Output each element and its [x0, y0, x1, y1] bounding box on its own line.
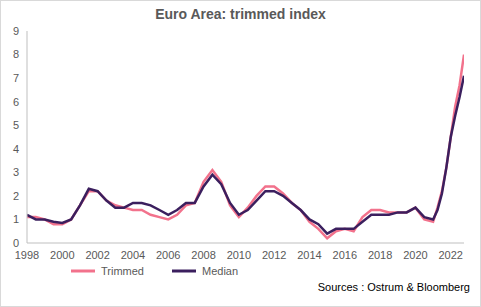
svg-text:2014: 2014	[297, 249, 321, 261]
svg-text:2004: 2004	[121, 249, 145, 261]
svg-text:2002: 2002	[85, 249, 109, 261]
svg-text:2022: 2022	[439, 249, 463, 261]
html-text:Euro Area: trimmed index: Euro Area: trimmed index	[155, 6, 326, 22]
svg-text:2010: 2010	[227, 249, 251, 261]
svg-text:8: 8	[13, 48, 19, 60]
svg-text:2000: 2000	[50, 249, 74, 261]
html-text:Trimmed: Trimmed	[101, 265, 144, 277]
svg-text:0: 0	[13, 237, 19, 249]
svg-text:2012: 2012	[262, 249, 286, 261]
svg-text:1998: 1998	[15, 249, 39, 261]
svg-text:2020: 2020	[403, 249, 427, 261]
svg-text:2006: 2006	[156, 249, 180, 261]
svg-text:7: 7	[13, 72, 19, 84]
html-text:Sources : Ostrum & Bloomberg: Sources : Ostrum & Bloomberg	[317, 281, 470, 293]
svg-text:4: 4	[13, 143, 19, 155]
svg-text:5: 5	[13, 119, 19, 131]
svg-text:3: 3	[13, 166, 19, 178]
svg-text:2008: 2008	[191, 249, 215, 261]
svg-text:2018: 2018	[368, 249, 392, 261]
svg-text:9: 9	[13, 25, 19, 37]
svg-text:2016: 2016	[333, 249, 357, 261]
html-text:Median: Median	[202, 265, 239, 277]
svg-text:6: 6	[13, 96, 19, 108]
svg-text:1: 1	[13, 213, 19, 225]
svg-text:2: 2	[13, 190, 19, 202]
